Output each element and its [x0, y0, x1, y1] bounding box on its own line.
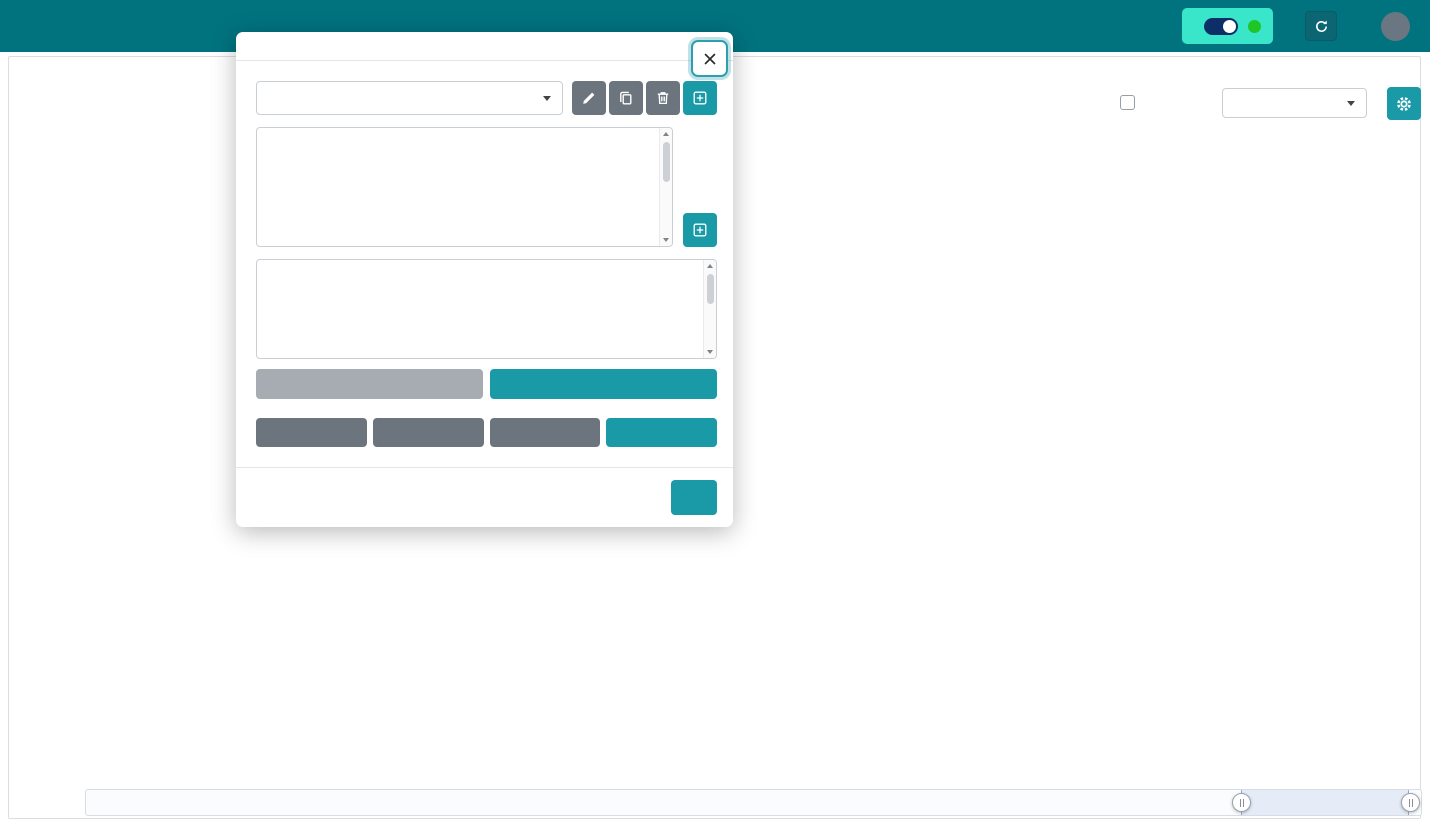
scrollbar[interactable]: [703, 260, 716, 358]
reset-button[interactable]: [256, 418, 367, 447]
target-plot-row: [256, 127, 717, 247]
indicators-list: [257, 260, 716, 265]
heikin-ashi-control: [1120, 95, 1143, 110]
refresh-button[interactable]: [1305, 11, 1337, 41]
scroll-thumb[interactable]: [662, 142, 670, 182]
remove-indicator-button[interactable]: [256, 369, 483, 399]
from-strategy-button[interactable]: [372, 418, 484, 447]
show-button[interactable]: [489, 418, 601, 447]
zoom-selection-window[interactable]: [1241, 790, 1409, 815]
scroll-down-icon[interactable]: [662, 238, 669, 242]
add-new-indicator-button[interactable]: [490, 369, 717, 399]
config-name-select[interactable]: [256, 81, 563, 115]
target-plot-listbox[interactable]: [256, 127, 673, 247]
add-target-plot-button[interactable]: [683, 213, 717, 247]
ok-button[interactable]: [671, 480, 717, 515]
edit-config-button[interactable]: [572, 81, 606, 115]
zoom-minimap: [86, 790, 1421, 817]
close-icon: [704, 53, 715, 64]
navbar-controls: [1182, 8, 1418, 44]
scroll-up-icon[interactable]: [663, 132, 669, 136]
scroll-thumb[interactable]: [706, 274, 714, 304]
chevron-down-icon: [543, 96, 551, 101]
scroll-down-icon[interactable]: [706, 350, 713, 354]
zoom-handle-right[interactable]: [1401, 793, 1420, 812]
pencil-icon: [583, 92, 595, 104]
modal-body: [236, 61, 733, 447]
bot-online-indicator: [1248, 19, 1261, 33]
indicator-buttons-row: [256, 369, 717, 399]
gear-icon: [1397, 96, 1411, 111]
plot-configurator-modal: [236, 32, 733, 527]
toggle-knob: [1223, 19, 1236, 33]
chart-zoom-slider[interactable]: [85, 789, 1422, 816]
plus-square-icon: [693, 91, 707, 105]
add-config-button[interactable]: [683, 81, 717, 115]
action-buttons-row: [256, 418, 717, 447]
modal-footer: [236, 467, 733, 527]
plus-square-icon: [693, 223, 707, 237]
indicators-listbox[interactable]: [256, 259, 717, 359]
config-name-row: [256, 81, 717, 115]
scroll-up-icon[interactable]: [707, 264, 713, 268]
chevron-down-icon: [1347, 101, 1355, 106]
scrollbar[interactable]: [659, 128, 672, 246]
plot-config-select[interactable]: [1222, 88, 1367, 118]
plot-settings-button[interactable]: [1387, 87, 1421, 120]
duplicate-config-button[interactable]: [609, 81, 643, 115]
modal-header: [236, 32, 733, 77]
copy-icon: [620, 91, 632, 105]
user-avatar[interactable]: [1381, 11, 1410, 41]
target-plot-list: [257, 128, 672, 133]
save-button[interactable]: [606, 418, 717, 447]
bot-enabled-toggle[interactable]: [1204, 17, 1238, 35]
refresh-icon: [1315, 20, 1327, 32]
bot-selector[interactable]: [1182, 8, 1273, 44]
trash-icon: [657, 92, 669, 105]
delete-config-button[interactable]: [646, 81, 680, 115]
close-button[interactable]: [691, 40, 728, 77]
zoom-handle-left[interactable]: [1232, 793, 1251, 812]
heikin-ashi-checkbox[interactable]: [1120, 95, 1135, 110]
